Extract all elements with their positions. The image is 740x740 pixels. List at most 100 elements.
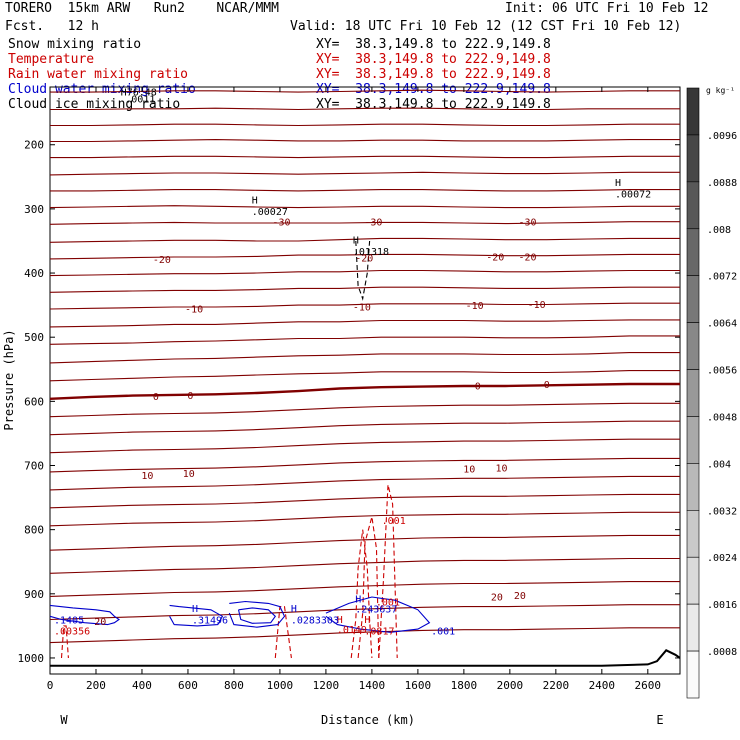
field-xy-cloud-water: XY= 38.3,149.8 to 222.9,149.8 [316,82,551,97]
isotherms [49,89,680,644]
colorbar-swatch-1 [686,134,700,183]
cloud-contour-1 [49,604,120,626]
cloud-label-0: .1405 [54,615,84,626]
x-tick-label-12: 2400 [589,679,616,692]
isotherm-line-25 [49,511,680,527]
x-tick-label-1: 200 [86,679,106,692]
x-axis: 0 200 400 600 800 1000 1200 1400 1600 1800 2000 220… [47,87,661,692]
isotherm-line-0 [50,89,680,93]
snow-label-1: .00027 [252,207,288,218]
init-time: Init: 06 UTC Fri 10 Feb 12 [505,1,709,16]
snow-label-0: H [252,195,258,206]
x-tick-label-11: 2200 [543,679,570,692]
colorbar-swatch-3 [686,228,700,276]
y-tick-label-6: 800 [24,524,44,537]
colorbar-tick-5: .0056 [707,366,737,377]
x-tick-label-5: 1000 [267,679,294,692]
colorbar-tick-8: .0032 [707,506,737,517]
temperature-label-17: 10 [463,465,475,476]
isotherm-line-27 [49,557,680,574]
field-label-temperature: Temperature [8,52,95,67]
temperature-label-0: -30 [272,218,290,229]
temperature-label-13: 0 [475,381,481,392]
y-tick-label-5: 700 [24,460,44,473]
rain-label-2: .0149 [337,625,367,636]
cloud-contour-2 [169,604,224,627]
forecast-hour: Fcst. 12 h [5,19,99,34]
isotherm-line-11 [49,269,680,277]
isotherm-line-22 [49,457,680,473]
isotherm-line-2 [50,123,680,127]
x-tick-label-9: 1800 [451,679,478,692]
temperature-label-9: -10 [466,301,484,312]
colorbar-tick-11: .0008 [707,647,737,658]
isotherm-line-9 [49,237,680,243]
contour-labels: -30 -30 -30 -20 -20 -20 -20 -10 -10 -10 -10 0 0 0 0 10 1… [54,87,651,637]
colorbar-tick-2: .008 [707,225,731,236]
isotherm-line-23 [49,475,680,491]
x-tick-label-3: 600 [178,679,198,692]
x-tick-label-0: 0 [47,679,54,692]
isotherm-line-8 [49,221,680,225]
colorbar-tick-1: .0088 [707,178,737,189]
isotherm-line-5 [49,171,680,176]
temperature-label-4: -20 [355,254,373,265]
east-label: E [656,713,663,727]
y-tick-label-0: 200 [24,139,44,152]
temperature-label-16: 10 [183,469,195,480]
cloud-label-4: .0283303 [291,615,339,626]
rain-label-5: .00356 [54,626,90,637]
colorbar-swatch-0 [686,87,700,136]
isotherm-line-26 [49,534,680,551]
temperature-label-20: 20 [514,591,526,602]
colorbar-swatch-10 [686,556,700,605]
temperature-label-14: 0 [544,380,550,391]
valid-time: Valid: 18 UTC Fri 10 Feb 12 (12 CST Fri … [290,19,682,34]
x-tick-label-13: 2600 [635,679,662,692]
field-xy-temperature: XY= 38.3,149.8 to 222.9,149.8 [316,52,551,67]
isotherm-line-28 [49,581,680,597]
west-label: W [60,713,68,727]
isotherm-line-14 [49,319,680,328]
temperature-label-12: 0 [187,391,193,402]
temperature-label-11: 0 [153,392,159,403]
y-tick-label-8: 1000 [18,652,45,665]
colorbar-tick-10: .0016 [707,600,737,611]
x-tick-label-6: 1200 [313,679,340,692]
temperature-label-7: -10 [185,304,203,315]
colorbar-swatch-9 [686,510,700,558]
colorbar-swatch-8 [686,463,700,511]
field-xy-rain: XY= 38.3,149.8 to 222.9,149.8 [316,67,551,82]
colorbar-tick-4: .0064 [707,319,737,330]
colorbar-swatch-4 [686,275,700,323]
temperature-label-2: -30 [518,218,536,229]
cloud-contour-5 [325,596,431,633]
temperature-label-1: -30 [364,218,382,229]
colorbar-swatch-6 [686,369,700,417]
y-tick-label-2: 400 [24,267,44,280]
temperature-label-21: 20 [94,617,106,628]
isotherm-line-1 [50,107,680,111]
cloud-label-6: .243637 [355,605,397,616]
x-tick-label-4: 800 [224,679,244,692]
moisture-contours [49,240,431,659]
colorbar-swatch-5 [686,322,700,370]
temperature-label-6: -20 [518,252,536,263]
y-tick-label-1: 300 [24,203,44,216]
isotherm-line-17 [49,370,680,382]
field-label-rain: Rain water mixing ratio [8,67,189,82]
isotherm-line-6 [50,189,680,192]
ice-label-0: H [353,236,359,247]
rain-contour-1 [350,529,373,659]
rain-contour-5 [60,625,69,659]
snow-label-3: .00072 [615,189,651,200]
field-label-cloud-ice: Cloud ice mixing ratio [8,97,181,112]
field-xy-snow: XY= 38.3,149.8 to 222.9,149.8 [316,37,551,52]
temperature-label-3: -20 [153,255,171,266]
cloud-label-1: H [192,604,198,615]
y-tick-label-3: 500 [24,331,44,344]
colorbar-tick-6: .0048 [707,412,737,423]
isotherm-line-3 [50,139,680,143]
overlap-label-1: .0011 [125,95,155,106]
